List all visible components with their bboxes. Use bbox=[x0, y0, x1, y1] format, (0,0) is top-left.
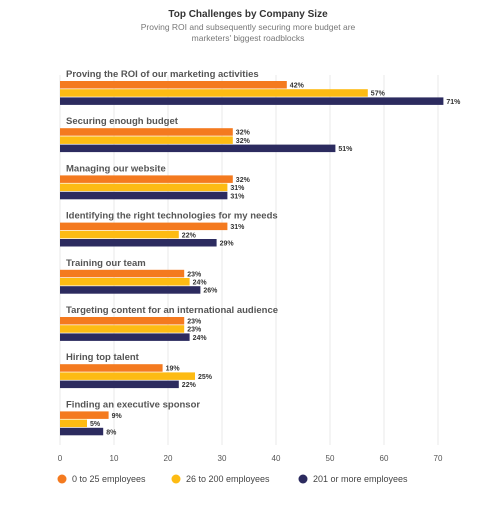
bar bbox=[60, 364, 163, 372]
data-label: 32% bbox=[236, 138, 251, 145]
legend-label: 0 to 25 employees bbox=[72, 474, 146, 484]
bar bbox=[60, 278, 190, 286]
chart-subtitle-line-2: marketers' biggest roadblocks bbox=[192, 33, 305, 43]
bar bbox=[60, 317, 185, 325]
data-label: 25% bbox=[198, 374, 213, 381]
data-label: 9% bbox=[112, 413, 123, 420]
data-label: 42% bbox=[290, 83, 305, 90]
data-label: 32% bbox=[236, 130, 251, 137]
legend-label: 26 to 200 employees bbox=[186, 474, 270, 484]
data-label: 71% bbox=[446, 99, 461, 106]
data-label: 29% bbox=[220, 241, 235, 248]
bar bbox=[60, 333, 190, 341]
data-label: 8% bbox=[106, 429, 117, 436]
legend-label: 201 or more employees bbox=[313, 474, 408, 484]
x-tick-label: 70 bbox=[434, 454, 443, 463]
bar bbox=[60, 136, 233, 144]
data-label: 51% bbox=[338, 146, 353, 153]
bars: 42%57%71%32%32%51%32%31%31%31%22%29%23%2… bbox=[60, 81, 461, 436]
bar bbox=[60, 239, 217, 247]
x-tick-label: 0 bbox=[58, 454, 63, 463]
x-tick-label: 50 bbox=[326, 454, 335, 463]
data-label: 26% bbox=[203, 288, 218, 295]
data-label: 24% bbox=[193, 280, 208, 287]
category-labels: Proving the ROI of our marketing activit… bbox=[66, 69, 278, 410]
bar bbox=[60, 427, 104, 436]
data-label: 31% bbox=[230, 185, 245, 192]
data-label: 57% bbox=[371, 91, 386, 98]
bar bbox=[60, 81, 287, 89]
legend-swatch bbox=[298, 474, 308, 484]
data-label: 5% bbox=[90, 421, 101, 428]
category-label: Identifying the right technologies for m… bbox=[66, 211, 278, 222]
x-axis-ticks: 0 10 20 30 40 50 60 70 bbox=[58, 454, 443, 463]
bar bbox=[60, 222, 228, 231]
bar bbox=[60, 89, 368, 97]
bar bbox=[60, 175, 233, 183]
x-tick-label: 10 bbox=[110, 454, 119, 463]
category-label: Training our team bbox=[66, 258, 146, 269]
legend: 0 to 25 employees 26 to 200 employees 201 … bbox=[57, 474, 408, 484]
bar bbox=[60, 191, 228, 200]
x-tick-label: 40 bbox=[272, 454, 281, 463]
bar bbox=[60, 144, 336, 153]
legend-swatch bbox=[57, 474, 67, 484]
bar bbox=[60, 230, 179, 239]
data-label: 23% bbox=[187, 327, 202, 334]
bar bbox=[60, 419, 87, 428]
bar bbox=[60, 372, 195, 380]
bar bbox=[60, 380, 179, 389]
category-label: Hiring top talent bbox=[66, 352, 140, 363]
category-label: Managing our website bbox=[66, 163, 166, 174]
bar bbox=[60, 183, 228, 192]
category-label: Securing enough budget bbox=[66, 116, 179, 127]
category-label: Finding an executive sponsor bbox=[66, 399, 200, 410]
bar bbox=[60, 128, 233, 136]
x-tick-label: 30 bbox=[218, 454, 227, 463]
legend-swatch bbox=[171, 474, 181, 484]
bar bbox=[60, 286, 201, 294]
data-label: 22% bbox=[182, 232, 197, 239]
category-label: Proving the ROI of our marketing activit… bbox=[66, 69, 259, 80]
data-label: 19% bbox=[166, 366, 181, 373]
data-label: 24% bbox=[193, 335, 208, 342]
chart-title: Top Challenges by Company Size bbox=[168, 9, 328, 20]
data-label: 23% bbox=[187, 319, 202, 326]
x-tick-label: 20 bbox=[164, 454, 173, 463]
chart-subtitle-line-1: Proving ROI and subsequently securing mo… bbox=[141, 22, 356, 32]
data-label: 32% bbox=[236, 177, 251, 184]
category-label: Targeting content for an international a… bbox=[66, 305, 278, 316]
x-tick-label: 60 bbox=[380, 454, 389, 463]
bar bbox=[60, 325, 185, 333]
data-label: 23% bbox=[187, 271, 202, 278]
bar bbox=[60, 269, 185, 278]
data-label: 22% bbox=[182, 382, 197, 389]
bar bbox=[60, 97, 444, 105]
data-label: 31% bbox=[230, 224, 245, 231]
bar bbox=[60, 411, 109, 419]
data-label: 31% bbox=[230, 193, 245, 200]
